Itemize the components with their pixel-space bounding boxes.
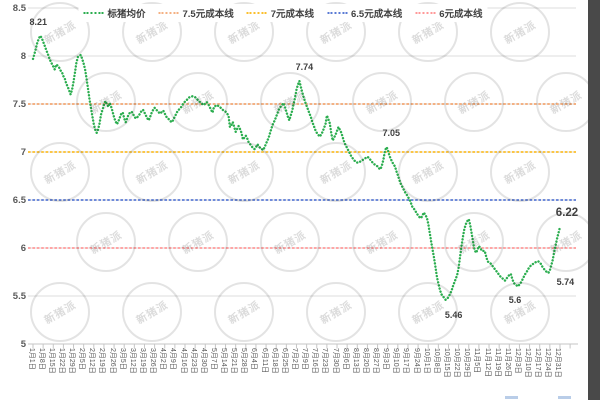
x-axis-label: 12月17日 <box>534 348 542 378</box>
x-axis-label: 3月19日 <box>138 348 146 374</box>
x-axis-label: 2月19日 <box>98 348 106 374</box>
x-axis-label: 5月7日 <box>209 348 217 370</box>
x-axis-label: 10月1日 <box>422 348 430 374</box>
x-axis-label: 10月15日 <box>442 348 450 378</box>
y-axis-label: 6 <box>20 242 26 254</box>
x-axis-label: 9月10日 <box>392 348 400 374</box>
x-axis-label: 1月8日 <box>37 348 45 370</box>
legend-line-swatch <box>83 12 104 14</box>
y-axis-label: 5.5 <box>12 290 26 302</box>
x-axis-label: 6月11日 <box>260 348 268 374</box>
y-axis-label: 7.5 <box>12 98 26 110</box>
legend-item: 7.5元成本线 <box>158 6 234 20</box>
data-label: 6.22 <box>555 206 579 219</box>
data-label: 7.74 <box>295 61 314 72</box>
y-axis-label: 7 <box>20 146 26 158</box>
x-axis-label: 9月24日 <box>412 348 420 374</box>
x-axis-label: 8月13日 <box>351 348 359 374</box>
legend-label: 标猪均价 <box>107 9 146 20</box>
legend-item: 标猪均价 <box>83 6 145 20</box>
x-axis-label: 10月8日 <box>432 348 440 374</box>
x-axis-label: 1月15日 <box>47 348 55 374</box>
x-axis-label: 12月10日 <box>524 348 532 378</box>
x-axis-label: 1月1日 <box>27 348 35 370</box>
x-axis-label: 7月30日 <box>331 348 339 374</box>
x-axis-label: 10月22日 <box>453 348 461 378</box>
legend-line-swatch <box>327 12 348 14</box>
x-axis-label: 4月2日 <box>159 348 167 370</box>
window-edge-strip <box>588 0 600 400</box>
x-axis-label: 6月25日 <box>280 348 288 374</box>
price-series <box>31 34 562 301</box>
x-axis-label: 6月18日 <box>270 348 278 374</box>
y-axis-label: 8 <box>20 50 26 62</box>
legend-item: 7元成本线 <box>246 6 315 20</box>
x-axis-label: 5月14日 <box>220 348 228 374</box>
data-label: 5.46 <box>444 309 463 320</box>
x-axis-label: 10月29日 <box>463 348 471 378</box>
x-axis-label: 8月27日 <box>372 348 380 374</box>
x-axis-label: 2月26日 <box>108 348 116 374</box>
y-axis-label: 6.5 <box>12 194 26 206</box>
x-axis-label: 5月28日 <box>240 348 248 374</box>
legend-label: 7元成本线 <box>270 9 315 20</box>
x-axis-label: 7月23日 <box>321 348 329 374</box>
legend-line-swatch <box>415 12 436 14</box>
x-axis-label: 12月31日 <box>554 348 562 378</box>
x-axis-label: 1月29日 <box>68 348 76 374</box>
legend-item: 6.5元成本线 <box>327 6 402 20</box>
legend-line-swatch <box>158 12 179 14</box>
legend-item: 6元成本线 <box>415 6 483 20</box>
x-axis-label: 4月30日 <box>199 348 207 374</box>
x-axis-label: 4月9日 <box>169 348 177 370</box>
legend-line-swatch <box>246 12 267 14</box>
chart-legend: 标猪均价 7.5元成本线 7元成本线 6.5元成本线 6元成本线 <box>78 4 488 22</box>
x-axis-label: 8月20日 <box>361 348 369 374</box>
x-axis-label: 3月26日 <box>149 348 157 374</box>
legend-label: 6元成本线 <box>439 9 483 20</box>
x-axis-label: 12月24日 <box>544 348 552 378</box>
x-axis-label: 12月3日 <box>513 348 521 374</box>
data-label: 5.6 <box>508 295 522 306</box>
x-axis-label: 2月5日 <box>78 348 86 370</box>
x-axis-label: 8月6日 <box>341 348 349 370</box>
x-axis-label: 11月26日 <box>503 348 511 378</box>
x-axis-label: 5月21日 <box>230 348 238 374</box>
x-axis-label: 3月12日 <box>128 348 136 374</box>
selection-artifact <box>505 396 518 399</box>
x-axis-label: 11月12日 <box>483 348 491 378</box>
x-axis-label: 4月23日 <box>189 348 197 374</box>
x-axis-label: 9月17日 <box>402 348 410 374</box>
data-label: 7.05 <box>382 128 401 139</box>
x-axis-label: 4月16日 <box>179 348 187 374</box>
x-axis-label: 2月12日 <box>88 348 96 374</box>
legend-label: 7.5元成本线 <box>182 9 234 20</box>
y-axis-label: 5 <box>20 338 26 350</box>
x-axis-label: 6月4日 <box>250 348 258 370</box>
x-axis-label: 3月5日 <box>118 348 126 370</box>
x-axis-label: 7月16日 <box>311 348 319 374</box>
data-label: 5.74 <box>556 276 575 287</box>
data-label: 8.21 <box>29 16 47 27</box>
x-axis-label: 7月2日 <box>290 348 298 370</box>
x-axis-label: 9月3日 <box>382 348 390 370</box>
selection-artifact <box>558 396 571 399</box>
x-axis-label: 1月22日 <box>57 348 65 374</box>
x-axis-label: 11月5日 <box>473 348 481 374</box>
legend-label: 6.5元成本线 <box>351 9 403 20</box>
x-axis-label: 11月19日 <box>493 348 501 378</box>
x-axis-label: 7月9日 <box>301 348 309 370</box>
y-axis-label: 8.5 <box>12 2 26 14</box>
